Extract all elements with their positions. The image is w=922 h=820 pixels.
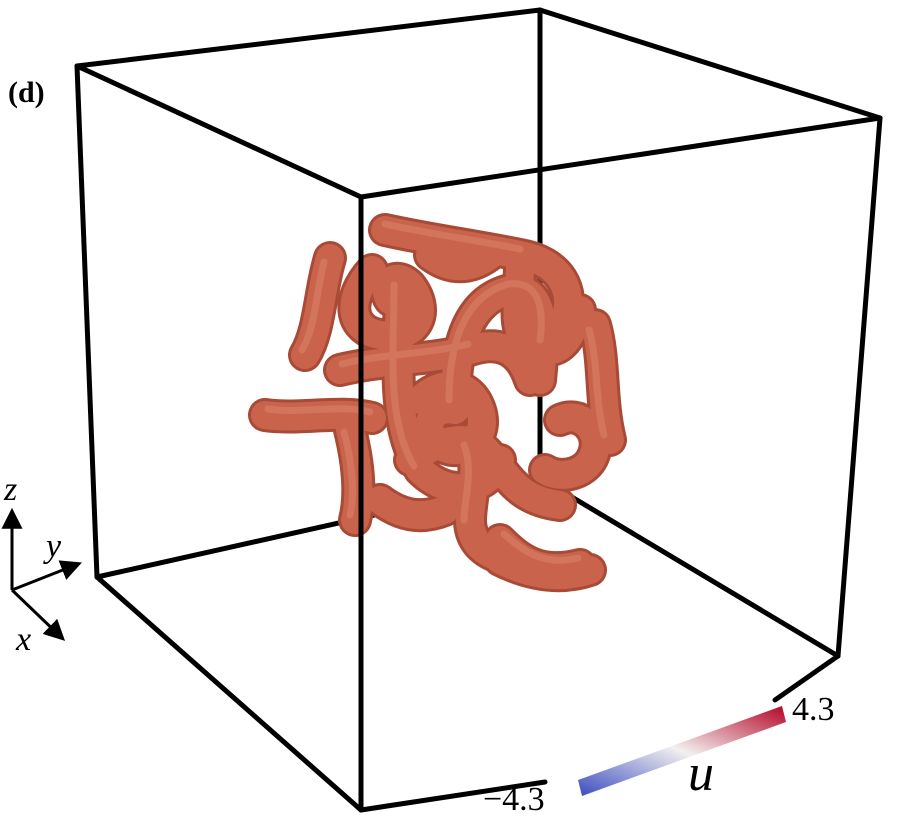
axes-triad: [1, 507, 82, 641]
colorbar-min-label: −4.3: [483, 781, 545, 818]
filament-segment: [340, 428, 356, 519]
filament-segment: [291, 244, 344, 369]
filament-segment: [503, 251, 594, 364]
box-edge: [537, 7, 883, 121]
box-edge: [835, 115, 883, 659]
colorbar-max-label: 4.3: [792, 691, 835, 728]
box-edge: [94, 574, 364, 813]
filament-segment: [585, 326, 608, 439]
bounding-box-front-edges: [74, 63, 883, 813]
colorbar: −4.3 4.3 u: [483, 691, 835, 818]
filament-segment: [264, 405, 374, 416]
box-edge: [772, 653, 841, 703]
filament-segment: [336, 416, 373, 534]
filament-segment: [581, 311, 624, 454]
filament-segment: [298, 258, 328, 354]
x-axis-arrow: [10, 588, 66, 641]
box-edge: [537, 475, 841, 659]
filament-segment: [389, 281, 418, 470]
filament-segment: [338, 340, 472, 368]
vortex-filament: [248, 213, 627, 593]
filament-segment: [500, 530, 582, 564]
filament-segment: [531, 403, 610, 489]
filament-segment: [486, 546, 604, 590]
filament-segment: [416, 241, 504, 281]
panel-label: (d): [8, 76, 45, 109]
y-axis-label: y: [43, 528, 62, 565]
colorbar-bar: [578, 706, 786, 796]
box-edge: [74, 7, 543, 69]
box-edge: [74, 63, 364, 200]
box-edge: [74, 63, 100, 580]
z-axis-label: z: [3, 471, 17, 508]
x-axis-label: x: [15, 621, 31, 658]
filament-segment: [326, 332, 544, 394]
filament-segment: [445, 280, 545, 404]
filament-segment: [460, 441, 472, 524]
box-edge: [358, 115, 883, 200]
filament-segment: [381, 220, 524, 253]
y-axis-arrow: [11, 560, 82, 592]
colorbar-variable-label: u: [688, 745, 714, 802]
box-edge: [358, 779, 548, 813]
filament-segment: [366, 486, 459, 530]
